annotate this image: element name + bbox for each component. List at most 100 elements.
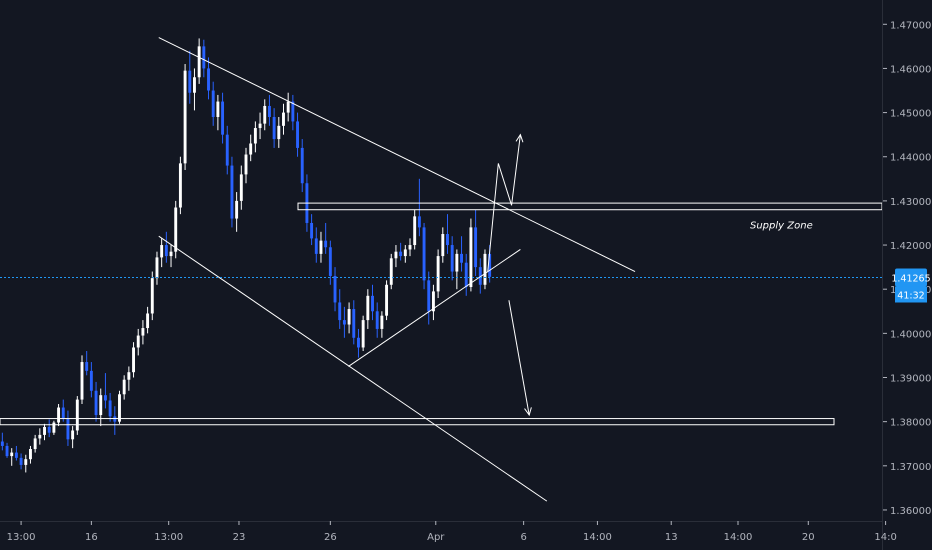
candle	[225, 125, 229, 175]
candle-body	[385, 284, 389, 316]
candle-body	[272, 117, 276, 140]
candle	[75, 396, 79, 435]
candle	[230, 156, 234, 228]
candle	[19, 453, 23, 470]
candle-body	[0, 441, 4, 446]
candle-body	[338, 302, 342, 321]
candle	[132, 342, 135, 378]
candle	[80, 355, 84, 404]
candle-body	[286, 101, 290, 113]
candle-body	[263, 105, 267, 124]
candle	[450, 236, 454, 281]
candle-body	[57, 407, 61, 423]
candle-body	[239, 174, 243, 201]
candle	[193, 68, 196, 111]
candle	[183, 64, 187, 170]
candle-body	[446, 234, 449, 246]
candle-body	[221, 101, 225, 135]
candle	[338, 289, 342, 329]
candle	[71, 426, 75, 449]
candle	[221, 92, 225, 144]
candles-layer	[0, 38, 492, 473]
x-tick-label: 16	[85, 532, 98, 543]
countdown-label: 41:32	[897, 290, 924, 301]
support-zone-box[interactable]	[0, 418, 835, 426]
candle	[160, 238, 164, 268]
candle	[38, 428, 42, 445]
current-price-tag-bg	[895, 268, 927, 287]
candle-body	[207, 68, 210, 91]
candle-body	[399, 251, 403, 257]
candle	[207, 57, 210, 100]
candle	[464, 253, 468, 296]
arrow-head-icon	[515, 133, 524, 143]
y-tick-label: 1.45000	[890, 109, 931, 120]
candle	[408, 238, 412, 257]
candle	[14, 445, 18, 461]
candle-body	[408, 245, 412, 250]
y-tick-label: 1.36000	[890, 506, 931, 517]
candle-body	[291, 101, 295, 122]
candle-body	[43, 426, 46, 435]
candle	[413, 209, 417, 250]
candle-body	[188, 70, 192, 93]
candle	[333, 267, 337, 312]
supply-zone-label: Supply Zone	[750, 221, 813, 232]
y-tick-label: 1.40000	[890, 329, 931, 340]
candle	[319, 231, 323, 263]
candle-body	[277, 125, 281, 140]
candle	[385, 280, 389, 321]
candle	[352, 300, 356, 345]
candle	[427, 271, 431, 325]
candle-body	[328, 247, 332, 276]
time-axis[interactable]: 13:00 16 13:00 23 26 Apr 6 14:00 13 14:00 20 14:0	[7, 521, 897, 543]
candle	[314, 227, 318, 263]
price-axis[interactable]: 1.47000 1.46000 1.45000 1.44000 1.43000 1.420…	[883, 20, 931, 517]
candle-body	[441, 234, 445, 257]
x-tick-label: 23	[233, 532, 246, 543]
candle-body	[118, 394, 121, 422]
x-tick-label: 6	[520, 532, 526, 543]
arrow-head-icon	[524, 407, 532, 417]
candle	[94, 381, 98, 422]
candle	[478, 258, 482, 294]
candle	[258, 112, 262, 140]
candle-body	[197, 46, 201, 78]
candle-body	[282, 112, 285, 126]
candle	[197, 38, 201, 84]
candle	[455, 249, 459, 290]
candle	[150, 271, 154, 321]
candle-body	[314, 238, 318, 254]
arrow-up-breakout-path[interactable]	[487, 134, 521, 272]
descending-channel-lower-line[interactable]	[158, 235, 548, 502]
candle	[57, 403, 61, 427]
candle-body	[427, 280, 431, 312]
candle	[61, 399, 65, 422]
candle-body	[394, 251, 398, 259]
candle-body	[371, 295, 374, 312]
candle-body	[10, 452, 14, 457]
candle-body	[71, 430, 75, 440]
triangle-support-line[interactable]	[348, 249, 521, 367]
candle	[29, 445, 32, 464]
candle	[85, 351, 89, 376]
candle-body	[94, 390, 98, 416]
candle-body	[300, 147, 304, 184]
candle-body	[103, 395, 107, 401]
x-tick-label: 14:00	[583, 532, 612, 543]
candle-body	[296, 121, 299, 148]
candle	[5, 442, 9, 458]
candle	[399, 242, 403, 261]
candle	[441, 227, 445, 263]
descending-channel-upper-line[interactable]	[158, 37, 636, 272]
candle-body	[61, 407, 65, 419]
arrow-down-breakdown-path[interactable]	[508, 300, 530, 416]
candle-body	[464, 262, 468, 287]
candle-body	[216, 101, 220, 118]
candle	[324, 222, 328, 254]
candle	[375, 302, 379, 338]
candle-body	[417, 216, 421, 228]
candle	[43, 423, 46, 441]
candle-body	[389, 258, 393, 285]
candle-body	[99, 395, 103, 416]
